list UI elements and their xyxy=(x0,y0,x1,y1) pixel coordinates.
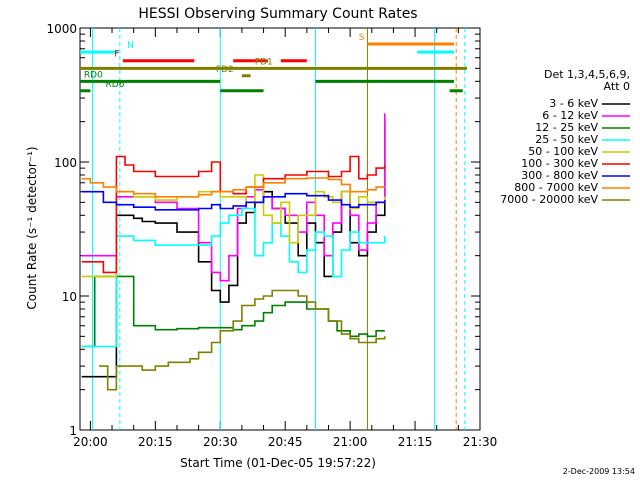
x-tick-label: 20:45 xyxy=(268,435,303,449)
flag-bar-label: RD0 xyxy=(84,70,103,80)
series-line xyxy=(81,190,386,211)
legend-label: 300 - 800 keV xyxy=(521,169,598,182)
plot-area: 1 10 100 1000 20:00 20:15 20:30 20:45 21:00 21:15… xyxy=(46,22,497,449)
x-tick-label: 21:30 xyxy=(463,435,498,449)
legend-header: Det 1,3,4,5,6,9, xyxy=(544,68,630,81)
generated-timestamp: 2-Dec-2009 13:54 xyxy=(563,467,635,476)
flag-bar-label: S xyxy=(359,33,365,43)
y-tick-label: 10 xyxy=(62,290,77,304)
legend-label: 800 - 7000 keV xyxy=(514,181,598,194)
series-line xyxy=(81,177,385,198)
series-line xyxy=(81,155,386,274)
legend-label: 50 - 100 keV xyxy=(528,145,598,158)
legend-header-attenuator: Att 0 xyxy=(604,80,630,93)
x-tick-label: 21:00 xyxy=(333,435,368,449)
flag-bar-label: N xyxy=(127,41,134,51)
chart-title: HESSI Observing Summary Count Rates xyxy=(138,6,417,22)
flag-bar-label: FD2 xyxy=(216,65,234,75)
series-line xyxy=(81,275,385,348)
x-tick-label: 20:00 xyxy=(73,435,108,449)
plot-frame xyxy=(79,27,481,431)
flag-bar-label: F xyxy=(114,50,119,60)
x-tick-label: 21:15 xyxy=(398,435,433,449)
y-tick-label: 1000 xyxy=(46,22,77,36)
y-axis-title: Count Rate (s⁻¹ detector⁻¹) xyxy=(25,146,39,309)
legend-label: 3 - 6 keV xyxy=(549,97,598,110)
legend-label: 12 - 25 keV xyxy=(535,121,598,134)
y-tick-label: 1 xyxy=(69,424,77,438)
x-tick-label: 20:15 xyxy=(138,435,173,449)
legend-label: 100 - 300 keV xyxy=(521,157,598,170)
legend-label: 7000 - 20000 keV xyxy=(500,193,598,206)
x-axis-title: Start Time (01-Dec-05 19:57:22) xyxy=(180,456,376,470)
flag-bar-label: RD6 xyxy=(106,80,125,90)
flag-bar-label: FD1 xyxy=(255,57,273,67)
series-line xyxy=(99,289,386,391)
legend-label: 6 - 12 keV xyxy=(542,109,598,122)
x-tick-label: 20:30 xyxy=(203,435,238,449)
legend-label: 25 - 50 keV xyxy=(535,133,598,146)
y-tick-label: 100 xyxy=(54,156,77,170)
